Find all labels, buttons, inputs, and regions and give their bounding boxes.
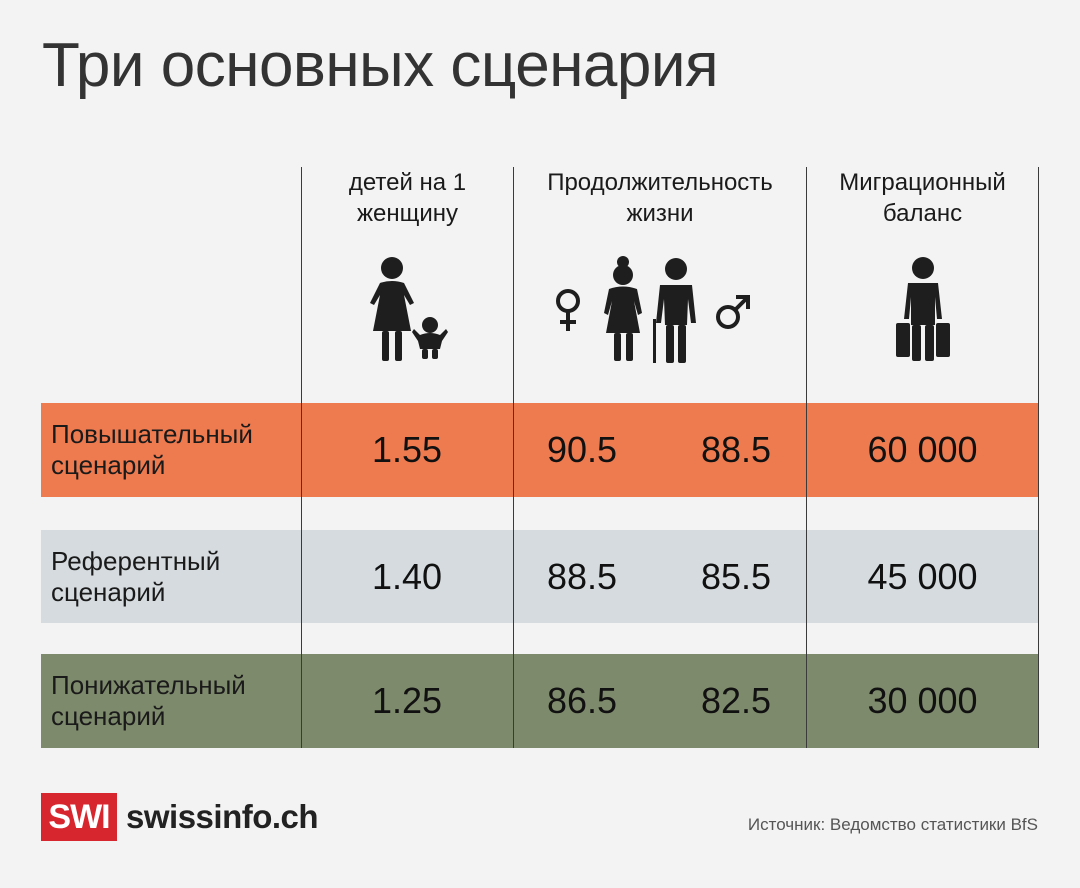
table-row-reference: Референтный сценарий 1.40 88.5 85.5 45 00… xyxy=(41,530,1039,623)
header-line1: Продолжительность xyxy=(547,169,773,196)
life-female-value: 86.5 xyxy=(546,680,618,721)
column-divider xyxy=(301,167,302,748)
children-value: 1.25 xyxy=(371,680,443,721)
migration-value: 45 000 xyxy=(867,555,978,597)
female-symbol-icon xyxy=(556,289,580,331)
migration-value: 30 000 xyxy=(867,680,978,721)
mother-child-icon xyxy=(370,257,448,361)
column-divider xyxy=(806,167,807,748)
page-title: Три основных сценария xyxy=(42,31,719,100)
row-label-line2: сценарий xyxy=(51,450,166,480)
header-line1: детей на 1 xyxy=(348,169,467,196)
header-line2: баланс xyxy=(882,200,963,227)
row-label: Референтный сценарий xyxy=(51,530,306,623)
children-value: 1.40 xyxy=(371,555,443,597)
header-line2: женщину xyxy=(356,200,459,227)
table-row-high: Повышательный сценарий 1.55 90.5 88.5 60 … xyxy=(41,403,1039,497)
swissinfo-logo-text[interactable]: swissinfo.ch xyxy=(126,798,319,835)
life-male-value: 82.5 xyxy=(700,680,772,721)
column-header-life: Продолжительность жизни xyxy=(514,167,806,229)
elderly-couple-icon xyxy=(604,256,696,363)
table-row-low: Понижательный сценарий 1.25 86.5 82.5 30 … xyxy=(41,654,1039,748)
row-label-line2: сценарий xyxy=(51,576,166,607)
source-note: Источник: Ведомство статистики BfS xyxy=(747,815,1038,834)
header-line2: жизни xyxy=(626,200,694,227)
migration-value: 60 000 xyxy=(867,429,978,470)
column-header-migration: Миграционный баланс xyxy=(807,167,1038,229)
column-header-children: детей на 1 женщину xyxy=(302,167,513,229)
row-label: Понижательный сценарий xyxy=(51,654,306,748)
life-female-value: 88.5 xyxy=(546,555,618,597)
traveler-suitcases-icon xyxy=(896,257,950,361)
row-label-line1: Повышательный xyxy=(51,419,253,449)
life-male-value: 85.5 xyxy=(700,555,772,597)
life-female-value: 90.5 xyxy=(546,429,618,470)
row-label-line1: Понижательный xyxy=(51,670,246,700)
row-label: Повышательный сценарий xyxy=(51,403,306,497)
row-label-line1: Референтный xyxy=(51,545,221,576)
header-line1: Миграционный xyxy=(839,169,1006,196)
row-label-line2: сценарий xyxy=(51,701,166,731)
column-divider xyxy=(513,167,514,748)
male-symbol-icon xyxy=(716,295,750,329)
column-divider xyxy=(1038,167,1039,748)
children-value: 1.55 xyxy=(371,429,443,470)
life-male-value: 88.5 xyxy=(700,429,772,470)
swi-logo[interactable]: SWI xyxy=(41,793,117,841)
